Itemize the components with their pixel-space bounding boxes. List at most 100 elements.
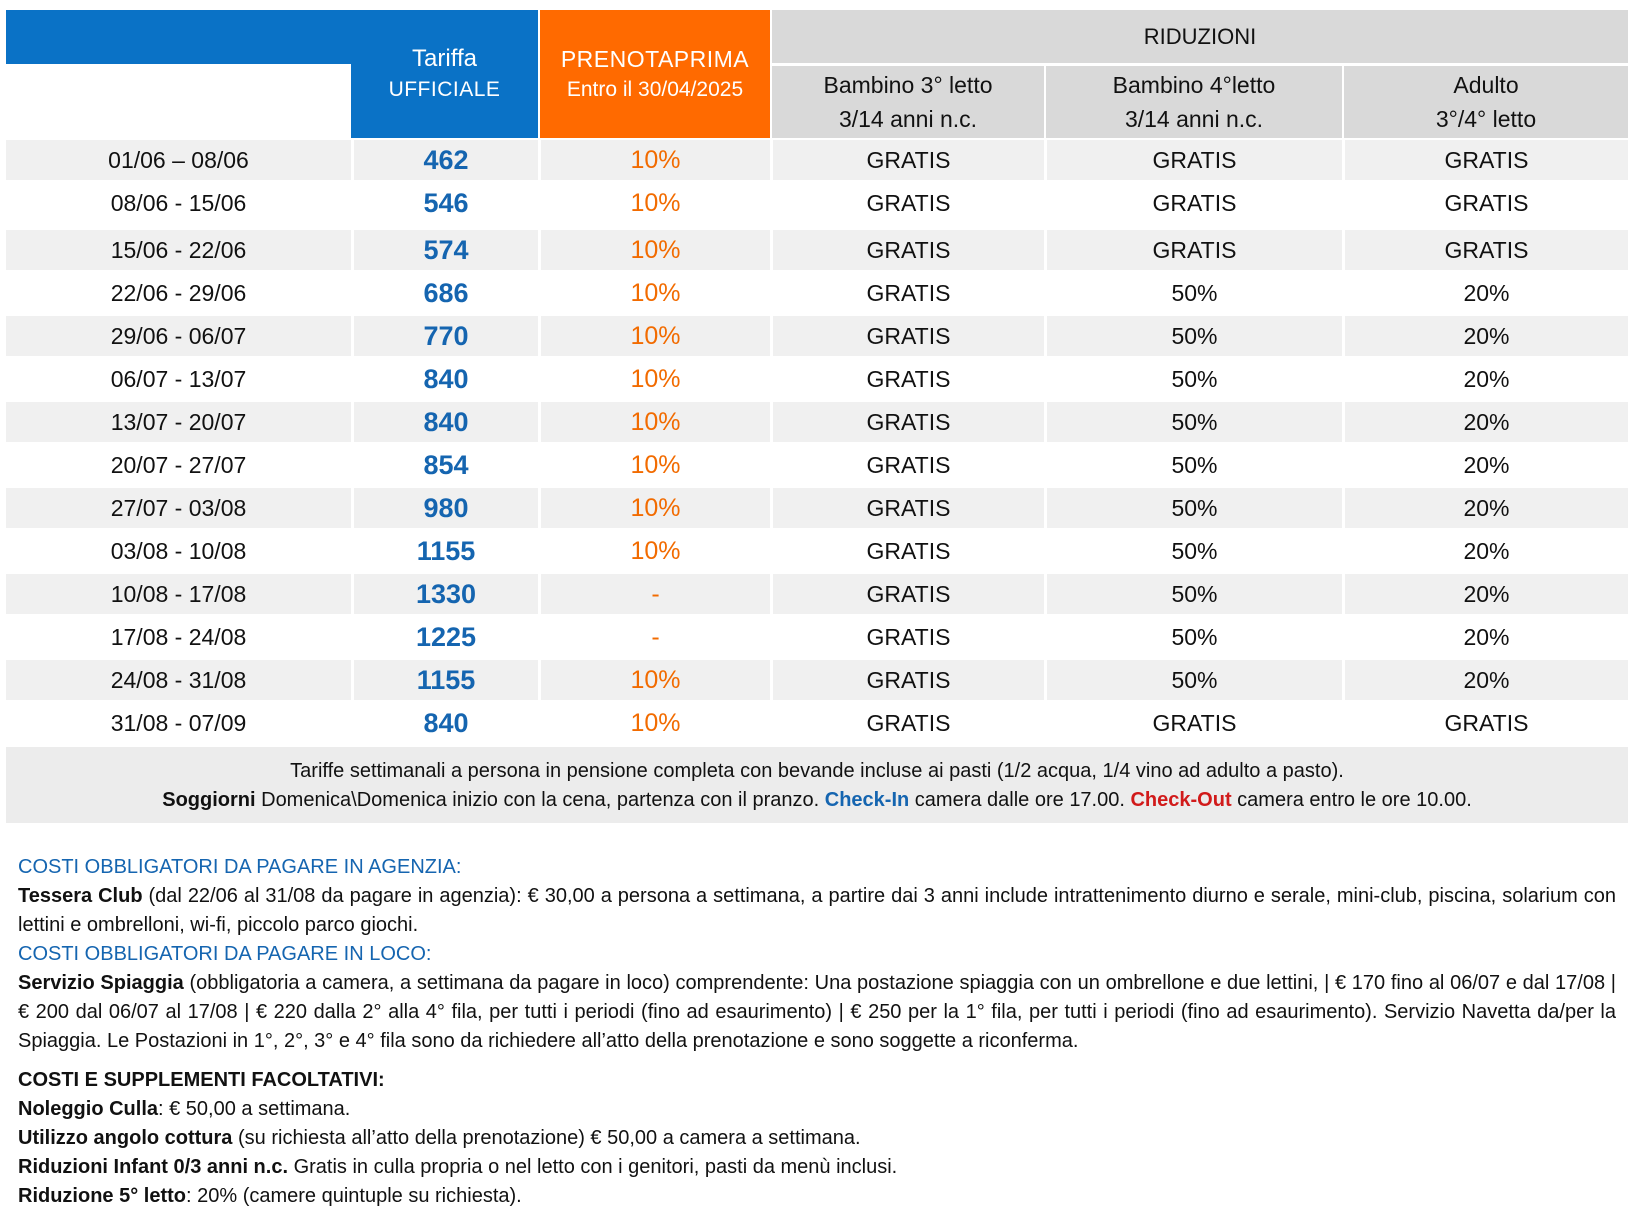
note-checkout-label: Check-Out [1130,789,1232,811]
table-row: 27/07 - 03/08 980 10% GRATIS 50% 20% [6,488,1628,531]
period-cell: 22/06 - 29/06 [110,279,247,306]
bambino3-cell: GRATIS [773,488,1044,528]
price-cell: 462 [354,140,538,180]
header-tariffa-ufficiale: Tariffa UFFICIALE [351,10,538,138]
header-bambino-3-letto: Bambino 3° letto 3/14 anni n.c. [772,66,1044,138]
header-bambino4-line1: Bambino 4°letto [1112,72,1276,98]
quinto-label: Riduzione 5° letto [18,1185,186,1207]
prenota-cell: 10% [630,278,681,307]
adulto-cell: GRATIS [1345,140,1628,180]
tariff-note: Tariffe settimanali a persona in pension… [6,747,1628,823]
period-cell: 06/07 - 13/07 [110,365,247,392]
bambino4-cell: 50% [1171,365,1218,392]
infant-line: Riduzioni Infant 0/3 anni n.c. Gratis in… [18,1153,1616,1182]
bambino3-cell: GRATIS [866,537,951,564]
bambino3-cell: GRATIS [773,316,1044,356]
bambino4-cell: GRATIS [1047,140,1342,180]
table-row: 15/06 - 22/06 574 10% GRATIS GRATIS GRAT… [6,230,1628,273]
adulto-cell: GRATIS [1444,709,1529,736]
note-checkin-label: Check-In [824,789,910,811]
price-cell: 1155 [354,660,538,700]
adulto-cell: GRATIS [1345,230,1628,270]
bambino3-cell: GRATIS [866,623,951,650]
bambino4-cell: GRATIS [1047,230,1342,270]
table-row: 03/08 - 10/08 1155 10% GRATIS 50% 20% [6,531,1628,574]
note-line-2: Soggiorni Domenica\Domenica inizio con l… [6,786,1628,815]
bambino3-cell: GRATIS [773,230,1044,270]
tessera-club-paragraph: Tessera Club (dal 22/06 al 31/08 da paga… [18,882,1616,940]
prenota-cell: 10% [541,230,770,270]
bambino3-cell: GRATIS [866,451,951,478]
header-corner-blue [6,10,351,64]
price-cell: 840 [423,363,469,394]
adulto-cell: GRATIS [1444,189,1529,216]
period-cell: 13/07 - 20/07 [6,402,351,442]
header-bambino3-line1: Bambino 3° letto [823,72,993,98]
note-soggiorni-label: Soggiorni [162,789,256,811]
prenota-cell: - [541,574,770,614]
adulto-cell: 20% [1463,365,1510,392]
header-adulto-line1: Adulto [1453,72,1519,98]
header-bambino-4-letto: Bambino 4°letto 3/14 anni n.c. [1046,66,1342,138]
prenota-cell: - [651,622,660,651]
table-row: 01/06 – 08/06 462 10% GRATIS GRATIS GRAT… [6,140,1628,183]
header-tariffa-line2: UFFICIALE [388,78,501,101]
table-row: 08/06 - 15/06 546 10% GRATIS GRATIS GRAT… [6,183,1628,226]
note-line2a: Domenica\Domenica inizio con la cena, pa… [255,789,825,811]
infant-text: Gratis in culla propria o nel letto con … [288,1156,898,1178]
header-bambino4-line2: 3/14 anni n.c. [1124,106,1264,132]
spiaggia-paragraph: Servizio Spiaggia (obbligatoria a camera… [18,969,1616,1056]
bambino3-cell: GRATIS [773,660,1044,700]
agenzia-title: COSTI OBBLIGATORI DA PAGARE IN AGENZIA: [18,856,462,878]
culla-line: Noleggio Culla: € 50,00 a settimana. [18,1095,1616,1124]
header-adulto-line2: 3°/4° letto [1435,106,1537,132]
prenota-cell: 10% [541,402,770,442]
prenota-cell: 10% [541,316,770,356]
period-cell: 31/08 - 07/09 [110,709,247,736]
header-prenotaprima: PRENOTAPRIMA Entro il 30/04/2025 [540,10,770,138]
price-cell: 980 [354,488,538,528]
adulto-cell: 20% [1345,574,1628,614]
prenota-cell: 10% [630,188,681,217]
prenota-cell: 10% [630,708,681,737]
adulto-cell: 20% [1345,316,1628,356]
bambino4-cell: 50% [1171,279,1218,306]
note-line2b: camera dalle ore 17.00. [909,789,1131,811]
table-row: 17/08 - 24/08 1225 - GRATIS 50% 20% [6,617,1628,660]
prenota-cell: 10% [541,488,770,528]
adulto-cell: 20% [1463,451,1510,478]
bambino3-cell: GRATIS [773,574,1044,614]
period-cell: 10/08 - 17/08 [6,574,351,614]
bambino4-cell: 50% [1171,451,1218,478]
adulto-cell: 20% [1345,402,1628,442]
prenota-cell: 10% [630,450,681,479]
adulto-cell: 20% [1463,537,1510,564]
spiaggia-label: Servizio Spiaggia [18,972,184,994]
bambino3-cell: GRATIS [773,140,1044,180]
price-cell: 686 [423,277,469,308]
table-row: 24/08 - 31/08 1155 10% GRATIS 50% 20% [6,660,1628,703]
bambino4-cell: GRATIS [1152,709,1237,736]
price-cell: 574 [354,230,538,270]
bambino3-cell: GRATIS [866,279,951,306]
note-line-1: Tariffe settimanali a persona in pension… [290,760,1344,782]
period-cell: 29/06 - 06/07 [6,316,351,356]
infant-label: Riduzioni Infant 0/3 anni n.c. [18,1156,289,1178]
bambino4-cell: 50% [1047,660,1342,700]
period-cell: 08/06 - 15/06 [110,189,247,216]
tessera-label: Tessera Club [18,885,143,907]
facoltativi-title: COSTI E SUPPLEMENTI FACOLTATIVI: [18,1069,385,1091]
period-cell: 03/08 - 10/08 [110,537,247,564]
table-row: 22/06 - 29/06 686 10% GRATIS 50% 20% [6,273,1628,316]
table-row: 20/07 - 27/07 854 10% GRATIS 50% 20% [6,445,1628,488]
price-cell: 840 [354,402,538,442]
adulto-cell: 20% [1345,660,1628,700]
adulto-cell: 20% [1463,279,1510,306]
table-row: 29/06 - 06/07 770 10% GRATIS 50% 20% [6,316,1628,359]
header-corner-white [6,64,351,138]
header-bambino3-line2: 3/14 anni n.c. [838,106,978,132]
period-cell: 27/07 - 03/08 [6,488,351,528]
price-cell: 840 [423,707,469,738]
period-cell: 15/06 - 22/06 [6,230,351,270]
culla-text: : € 50,00 a settimana. [158,1098,351,1120]
